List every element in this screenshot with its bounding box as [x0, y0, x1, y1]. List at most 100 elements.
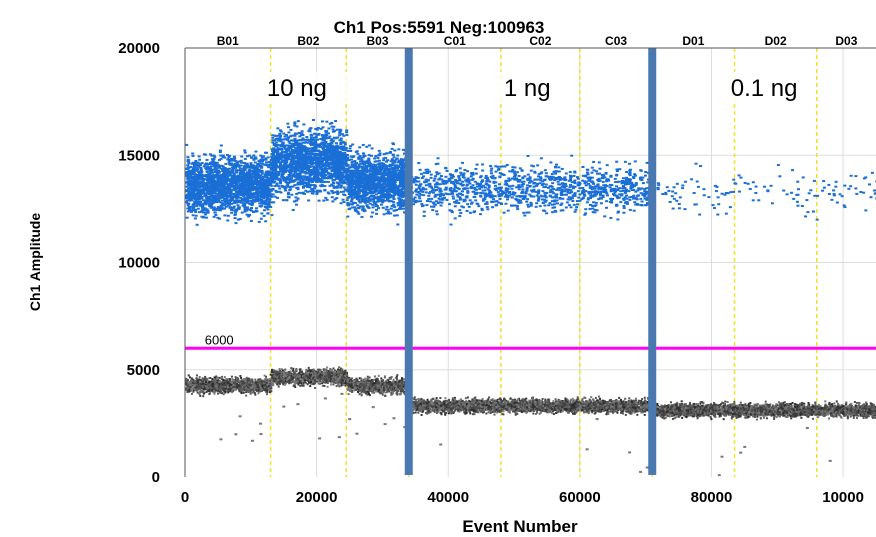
negative-droplet: [189, 384, 192, 387]
negative-droplet: [235, 381, 238, 384]
negative-droplet: [247, 388, 250, 391]
negative-droplet: [220, 391, 223, 394]
negative-droplet: [228, 377, 231, 380]
negative-droplet: [201, 382, 204, 385]
negative-droplet: [218, 384, 221, 387]
negative-droplet: [222, 384, 225, 387]
negative-droplet: [349, 388, 352, 391]
negative-droplet: [238, 388, 241, 391]
negative-droplet: [380, 380, 383, 383]
negative-droplet: [258, 389, 261, 392]
negative-droplet: [271, 368, 274, 371]
negative-droplet: [210, 380, 213, 383]
negative-droplet: [267, 388, 270, 391]
negative-droplet: [212, 390, 215, 393]
negative-droplet: [282, 405, 286, 408]
negative-droplet: [598, 397, 601, 400]
negative-droplet: [384, 387, 387, 390]
negative-droplet: [216, 389, 219, 392]
negative-droplet: [219, 384, 222, 387]
negative-droplet: [377, 379, 380, 382]
negative-droplet: [402, 378, 405, 381]
negative-droplet: [224, 380, 227, 383]
negative-droplet: [257, 378, 260, 381]
negative-droplet: [635, 397, 638, 400]
negative-droplet: [362, 386, 365, 389]
negative-droplet: [199, 384, 202, 387]
negative-droplet: [329, 367, 332, 370]
negative-droplet: [341, 376, 344, 379]
negative-droplet: [246, 383, 249, 386]
negative-droplet: [214, 384, 217, 387]
negative-droplet: [605, 413, 608, 416]
negative-droplet: [309, 381, 312, 384]
negative-droplet: [274, 371, 277, 374]
negative-droplet: [304, 376, 307, 379]
negative-droplet: [343, 372, 346, 375]
negative-droplet: [250, 378, 253, 381]
negative-droplet: [223, 383, 226, 386]
negative-droplet: [230, 385, 233, 388]
negative-droplet: [525, 397, 528, 400]
negative-droplet: [190, 392, 193, 395]
negative-droplet: [249, 392, 252, 395]
negative-droplet: [198, 385, 201, 388]
negative-droplet: [249, 380, 252, 383]
negative-droplet: [218, 381, 221, 384]
negative-droplet: [348, 384, 351, 387]
negative-droplet: [348, 418, 352, 421]
negative-droplet: [313, 379, 316, 382]
negative-droplet: [248, 390, 251, 393]
negative-droplet: [361, 384, 364, 387]
negative-droplet: [387, 389, 390, 392]
negative-droplet: [214, 389, 217, 392]
negative-droplet: [375, 390, 378, 393]
negative-droplet: [212, 387, 215, 390]
negative-droplet: [211, 378, 214, 381]
negative-droplets: [185, 366, 876, 477]
negative-droplet: [203, 376, 206, 379]
negative-droplet: [330, 371, 333, 374]
negative-droplet: [253, 383, 256, 386]
negative-droplet: [384, 394, 387, 397]
negative-droplet: [224, 387, 227, 390]
negative-droplet: [212, 385, 215, 388]
negative-droplet: [273, 375, 276, 378]
negative-droplet: [397, 388, 400, 391]
negative-droplet: [216, 387, 219, 390]
negative-droplet: [341, 380, 344, 383]
negative-droplet: [265, 375, 268, 378]
negative-droplet: [195, 388, 198, 391]
negative-droplet: [246, 387, 249, 390]
negative-droplet: [245, 394, 248, 397]
negative-droplet: [254, 393, 257, 396]
negative-droplet: [275, 373, 278, 376]
negative-droplet: [190, 380, 193, 383]
negative-droplet: [296, 403, 300, 406]
negative-droplet: [214, 381, 217, 384]
negative-droplet: [216, 386, 219, 389]
negative-droplet: [249, 386, 252, 389]
negative-droplet: [385, 380, 388, 383]
negative-droplet: [340, 370, 343, 373]
negative-droplet: [277, 379, 280, 382]
negative-droplet: [485, 412, 488, 415]
negative-droplet: [319, 373, 322, 376]
negative-droplet: [242, 389, 245, 392]
negative-droplet: [259, 422, 263, 425]
negative-droplet: [255, 390, 258, 393]
negative-droplet: [376, 384, 379, 387]
negative-droplet: [366, 380, 369, 383]
negative-droplet: [259, 378, 262, 381]
negative-droplet: [207, 383, 210, 386]
negative-droplet: [400, 379, 403, 382]
negative-droplet: [316, 376, 319, 379]
negative-droplet: [309, 373, 312, 376]
negative-droplet: [234, 387, 237, 390]
negative-droplet: [326, 366, 329, 369]
negative-droplet: [241, 390, 244, 393]
negative-droplet: [280, 371, 283, 374]
negative-droplet: [420, 397, 423, 400]
negative-droplet: [201, 390, 204, 393]
